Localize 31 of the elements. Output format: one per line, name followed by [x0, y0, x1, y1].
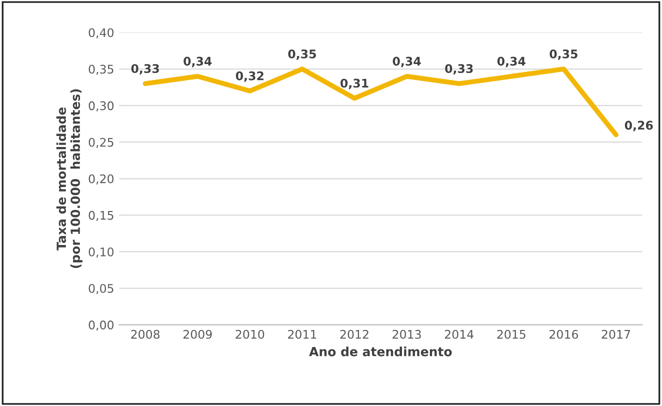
x-tick-label: 2010 [236, 330, 264, 339]
data-label: 0,34 [184, 56, 212, 68]
y-tick-label: 0,10 [88, 247, 114, 258]
data-label: 0,26 [624, 120, 653, 132]
x-tick-label: 2015 [497, 330, 526, 339]
x-tick-label: 2013 [392, 330, 421, 339]
data-label: 0,35 [550, 49, 578, 60]
data-label: 0,35 [288, 49, 316, 60]
x-tick-label: 2008 [131, 330, 160, 339]
data-label: 0,34 [392, 56, 421, 68]
y-tick-label: 0,35 [88, 64, 114, 75]
y-tick-label: 0,20 [88, 174, 114, 184]
y-tick-label: 0,40 [88, 28, 114, 38]
x-tick-label: 2017 [602, 330, 630, 339]
x-tick-label: 2009 [183, 330, 212, 339]
x-axis-title: Ano de atendimento [309, 346, 452, 356]
data-label: 0,31 [340, 78, 368, 90]
y-axis-title: Taxa de mortalidade (por 100.000 habitantes) [56, 89, 82, 268]
y-tick-label: 0,00 [88, 320, 114, 331]
data-label: 0,33 [445, 64, 473, 75]
x-tick-label: 2014 [444, 330, 474, 339]
data-label: 0,34 [497, 56, 526, 68]
data-label: 0,33 [131, 64, 159, 75]
y-tick-label: 0,25 [88, 138, 114, 148]
x-tick-label: 2012 [340, 330, 368, 339]
y-tick-label: 0,30 [88, 101, 114, 112]
x-tick-label: 2011 [288, 330, 316, 339]
y-tick-label: 0,15 [88, 210, 114, 222]
data-label: 0,32 [236, 71, 264, 82]
x-tick-label: 2016 [550, 330, 578, 339]
y-tick-label: 0,05 [88, 284, 114, 294]
